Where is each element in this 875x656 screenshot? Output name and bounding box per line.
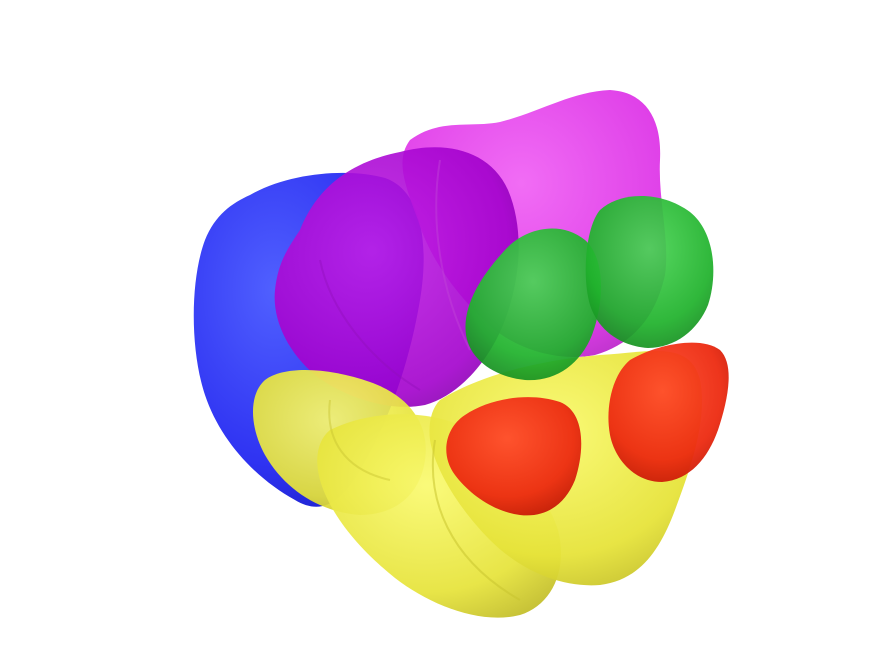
yellow-fold-2 (328, 399, 391, 481)
magenta-fold (435, 159, 471, 351)
green-blob-left (465, 228, 602, 381)
yellow-fold (431, 439, 521, 601)
magenta-blob-front (274, 147, 519, 407)
magenta-fold-2 (319, 259, 421, 391)
green-blob-right (585, 196, 714, 348)
red-blob-right (608, 342, 729, 482)
red-blob-left (446, 397, 582, 516)
